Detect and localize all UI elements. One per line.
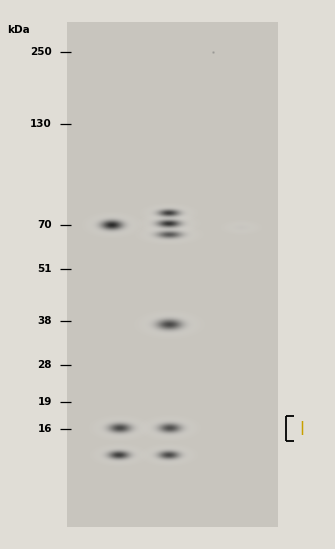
Text: 70: 70 (37, 220, 52, 230)
Text: |: | (299, 421, 304, 435)
Text: 51: 51 (38, 264, 52, 274)
Text: 28: 28 (38, 360, 52, 370)
Bar (67, 22, 278, 527)
Text: kDa: kDa (7, 25, 29, 35)
Text: 16: 16 (38, 424, 52, 434)
Text: 19: 19 (38, 397, 52, 407)
Text: 250: 250 (30, 47, 52, 57)
Text: 38: 38 (38, 316, 52, 326)
Text: 130: 130 (30, 119, 52, 128)
